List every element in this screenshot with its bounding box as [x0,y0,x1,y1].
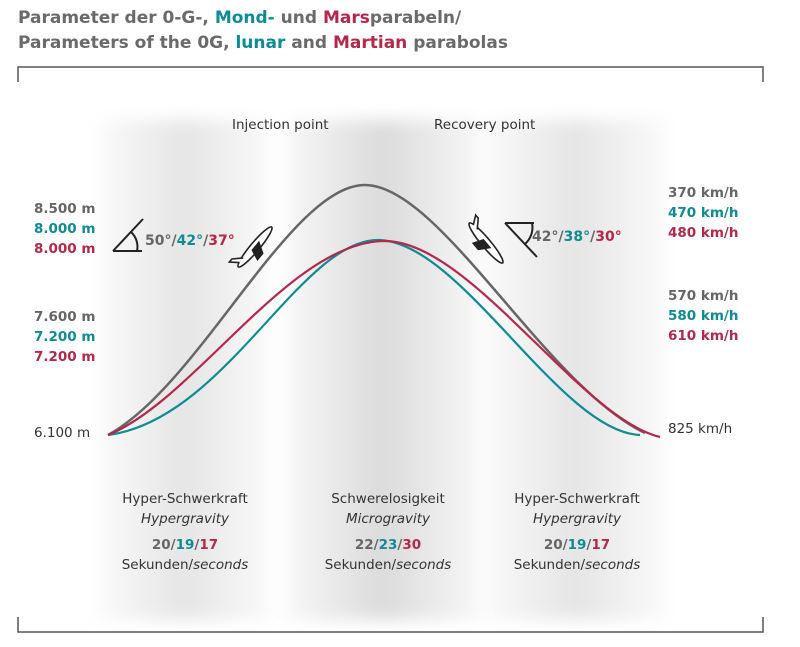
airplane-icon-climbing [227,226,273,268]
top-bracket [17,66,764,82]
title-line-1: Parameter der 0-G-, Mond- und Marsparabe… [18,8,462,28]
lunar-parabola-curve [107,238,641,437]
phase-hypergravity-left: Hyper-Schwerkraft Hypergravity 20/19/17 S… [121,491,249,573]
recovery-angles: 42°/38°/30° [532,229,622,245]
phase-hypergravity-right: Hyper-Schwerkraft Hypergravity 20/19/17 S… [513,491,641,573]
altitude-mid-labels: 7.600 m 7.200 m 7.200 m [34,309,96,365]
airplane-icon-descending [468,213,504,264]
martian-parabola-curve [107,239,661,439]
angle-icon-injection [112,218,144,252]
altitude-top-labels: 8.500 m 8.000 m 8.000 m [34,201,96,257]
bottom-bracket [17,617,764,633]
recovery-point-label: Recovery point [434,117,536,133]
phase-microgravity: Schwerelosigkeit Microgravity 22/23/30 Se… [324,491,452,573]
speed-base-label: 825 km/h [668,421,733,437]
altitude-base-label: 6.100 m [34,425,91,441]
hypergravity-zone-left [100,120,270,620]
title-line-2: Parameters of the 0G, lunar and Martian … [18,33,508,53]
microgravity-zone [288,120,478,620]
speed-mid-labels: 570 km/h 580 km/h 610 km/h [668,288,739,344]
injection-point-label: Injection point [232,117,329,133]
angle-icon-recovery [504,222,538,258]
injection-angles: 50°/42°/37° [145,233,235,249]
zero-g-parabola-curve [107,183,646,437]
speed-top-labels: 370 km/h 470 km/h 480 km/h [668,185,739,241]
hypergravity-zone-right [485,120,665,620]
